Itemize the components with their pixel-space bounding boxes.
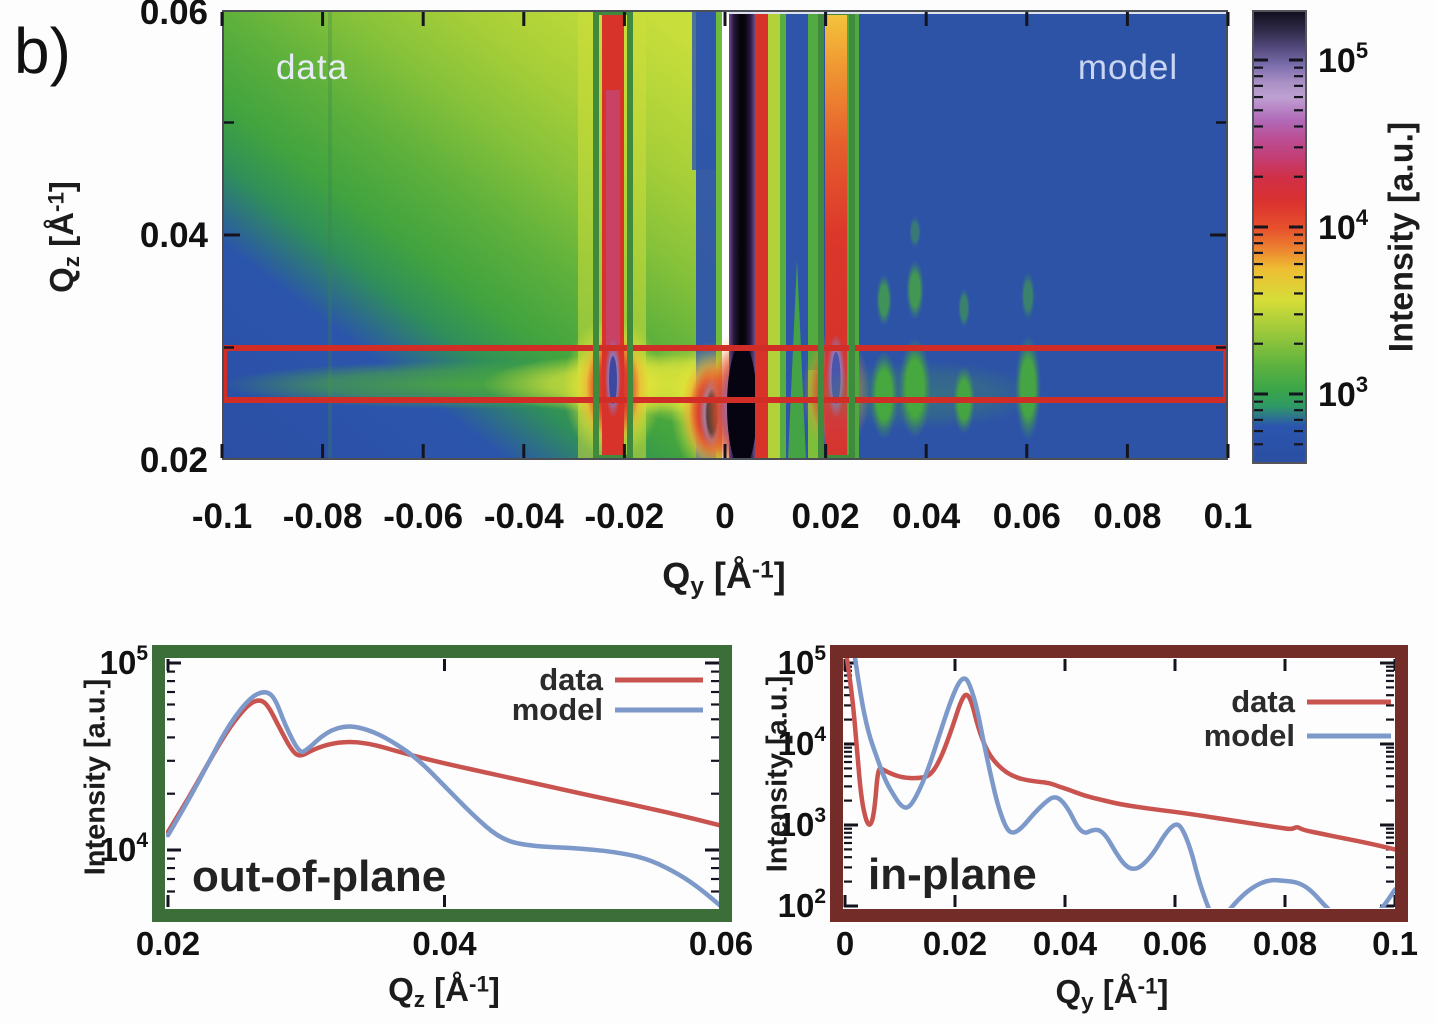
heatmap-x-tick-label: 0: [715, 497, 734, 536]
satellite-blob: [909, 216, 921, 248]
satellite-blob: [870, 351, 898, 439]
colorbar-tick-label: 105: [1318, 38, 1368, 80]
satellite-blob: [1015, 336, 1041, 440]
heatmap-x-tick-label: 0.04: [892, 497, 961, 536]
in-plane-y-axis-title: Intensity [a.u.]: [761, 675, 794, 873]
heatmap-y-tick-label: 0.04: [140, 216, 209, 255]
axis-subscript: y: [690, 573, 704, 601]
x-tick-label: 0.02: [923, 925, 987, 962]
x-tick-label: 0.02: [136, 925, 200, 962]
axis-subscript: z: [413, 986, 425, 1012]
heatmap-x-tick-label: -0.1: [192, 497, 252, 536]
axis-symbol: Q: [43, 267, 81, 293]
axis-unit: [Å: [43, 212, 81, 257]
x-tick-label: 0: [836, 925, 854, 962]
heatmap-y-tick-label: 0.02: [140, 441, 208, 480]
axis-subscript: z: [58, 256, 84, 268]
x-tick-label: 0.06: [689, 925, 753, 962]
satellite-blob: [1021, 272, 1035, 320]
axis-superscript: -1: [1137, 973, 1158, 999]
heatmap-x-tick-label: -0.08: [283, 497, 363, 536]
colorbar-tick-label: 104: [1318, 205, 1369, 247]
axis-unit: ]: [43, 181, 81, 193]
satellite-blob: [958, 288, 970, 328]
axis-symbol: Q: [662, 554, 691, 596]
x-tick-label: 0.04: [412, 925, 477, 962]
heatmap-y-tick-label: 0.06: [140, 0, 208, 32]
axis-unit: ]: [1157, 973, 1169, 1011]
heatmap-x-tick-label: -0.02: [585, 497, 665, 536]
x-tick-label: 0.06: [1143, 925, 1207, 962]
heatmap-border: [222, 10, 1228, 460]
axis-superscript: -1: [468, 971, 489, 997]
red-stripe-model: [755, 10, 768, 460]
gisaxs-heatmap: [222, 10, 1228, 460]
axis-unit: [Å: [424, 971, 469, 1009]
panel-divider: [722, 10, 729, 460]
colorbar-title: Intensity [a.u.]: [1382, 121, 1421, 353]
y-tick-label: 102: [778, 885, 826, 924]
heatmap-x-tick-label: 0.1: [1204, 497, 1253, 536]
heatmap-x-tick-label: 0.02: [792, 497, 860, 536]
satellite-blob: [876, 274, 892, 326]
axis-unit: [Å: [1093, 973, 1138, 1011]
x-tick-label: 0.04: [1033, 925, 1098, 962]
out-of-plane-annotation: out-of-plane: [192, 852, 447, 901]
in-plane-annotation: in-plane: [868, 850, 1037, 899]
axis-superscript: -1: [751, 556, 774, 584]
faint-vertical-feature: [328, 10, 332, 460]
model-panel-label: model: [1077, 48, 1179, 87]
in-plane-x-axis-title: Qy [Å-1]: [1055, 973, 1168, 1015]
yellow-green-stripe: [768, 10, 780, 460]
heatmap-x-tick-label: 0.06: [993, 497, 1061, 536]
green-strip: [780, 10, 786, 460]
satellite-blob: [899, 338, 931, 438]
heatmap-x-tick-label: 0.08: [1093, 497, 1161, 536]
heatmap-x-axis-title: Qy [Å-1]: [662, 555, 785, 601]
green-wedge: [788, 260, 806, 460]
axis-symbol: Q: [388, 971, 414, 1009]
out-of-plane-x-axis-title: Qz [Å-1]: [388, 971, 500, 1013]
axis-unit: ]: [488, 971, 500, 1009]
y-tick-label: 105: [100, 642, 149, 681]
axis-superscript: -1: [43, 192, 69, 213]
heatmap-y-axis-title: Qz [Å-1]: [43, 181, 85, 293]
data-panel-label: data: [275, 48, 349, 87]
x-tick-label: 0.08: [1253, 925, 1317, 962]
figure-label: b): [14, 15, 71, 87]
bragg-peak-core: [609, 356, 617, 404]
satellite-blob: [906, 260, 924, 320]
axis-unit: [Å: [703, 554, 752, 596]
axis-symbol: Q: [1055, 973, 1082, 1011]
heatmap-x-tick-label: -0.06: [383, 497, 463, 536]
out-of-plane-frame: [152, 645, 732, 922]
in-plane-frame: [830, 645, 1408, 922]
intensity-colorbar: [1252, 10, 1307, 464]
axis-subscript: y: [1081, 988, 1094, 1014]
bragg-rod-core: [606, 90, 620, 350]
heatmap-x-tick-label: -0.04: [484, 497, 564, 536]
green-strip: [716, 10, 724, 460]
out-of-plane-y-axis-title: Intensity [a.u.]: [79, 678, 112, 876]
colorbar-tick-label: 103: [1318, 372, 1368, 414]
x-tick-label: 0.1: [1372, 925, 1418, 962]
axis-unit: ]: [773, 554, 786, 596]
